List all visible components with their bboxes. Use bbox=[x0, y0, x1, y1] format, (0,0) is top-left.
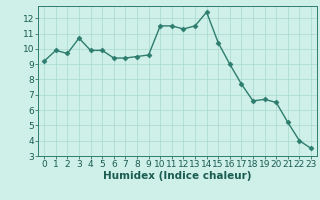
X-axis label: Humidex (Indice chaleur): Humidex (Indice chaleur) bbox=[103, 171, 252, 181]
